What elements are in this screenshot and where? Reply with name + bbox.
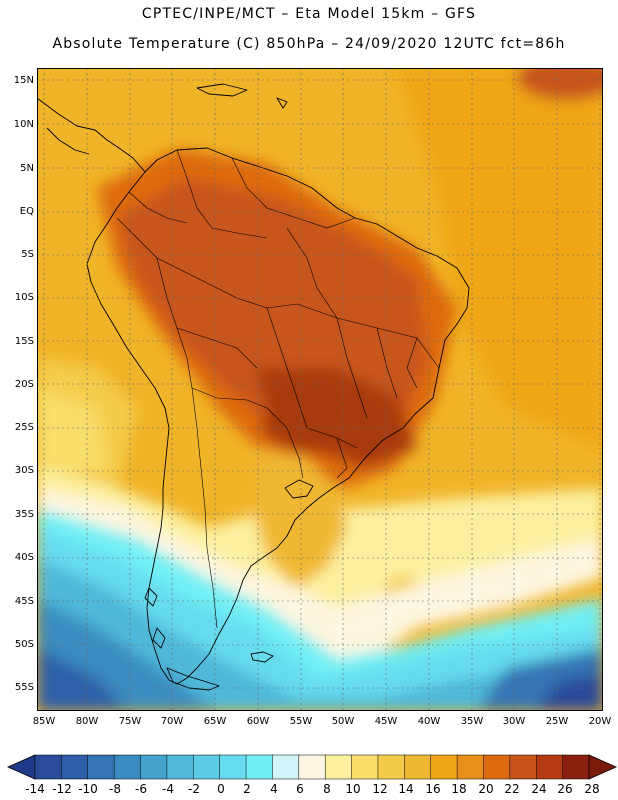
map-border bbox=[37, 68, 603, 711]
colorbar-label: -6 bbox=[135, 782, 147, 796]
colorbar-label: 14 bbox=[398, 782, 414, 796]
colorbar-cell bbox=[430, 754, 458, 780]
lon-label-85w: 85W bbox=[32, 716, 56, 727]
colorbar-cell bbox=[483, 754, 511, 780]
colorbar-cell bbox=[509, 754, 537, 780]
colorbar-label: -8 bbox=[109, 782, 121, 796]
lat-label-40s: 40S bbox=[14, 552, 34, 563]
coastlines bbox=[37, 83, 470, 691]
lon-label-40w: 40W bbox=[417, 716, 441, 727]
colorbar-label: -4 bbox=[162, 782, 174, 796]
lon-label-80w: 80W bbox=[75, 716, 99, 727]
colorbar-cell bbox=[562, 754, 590, 780]
lon-label-25w: 25W bbox=[545, 716, 569, 727]
colorbar-cell bbox=[166, 754, 194, 780]
lat-label-eq: EQ bbox=[19, 206, 34, 217]
colorbar-label: 10 bbox=[345, 782, 361, 796]
lon-label-70w: 70W bbox=[160, 716, 184, 727]
colorbar-label: -10 bbox=[78, 782, 98, 796]
colorbar-cell bbox=[456, 754, 485, 780]
colorbar-cell bbox=[298, 754, 326, 780]
lat-label-35s: 35S bbox=[14, 509, 34, 520]
lon-label-35w: 35W bbox=[460, 716, 484, 727]
colorbar-max-arrow bbox=[588, 754, 617, 780]
temperature-map bbox=[37, 68, 603, 711]
lat-label-10s: 10S bbox=[14, 292, 34, 303]
colorbar-label: -14 bbox=[25, 782, 45, 796]
colorbar-cell bbox=[34, 754, 62, 780]
lon-label-45w: 45W bbox=[374, 716, 398, 727]
lat-label-30s: 30S bbox=[14, 465, 34, 476]
lon-label-50w: 50W bbox=[331, 716, 355, 727]
colorbar-label: 6 bbox=[296, 782, 304, 796]
lat-label-25s: 25S bbox=[14, 422, 34, 433]
colorbar-label: -2 bbox=[188, 782, 200, 796]
lon-label-60w: 60W bbox=[246, 716, 270, 727]
colorbar-label: 2 bbox=[243, 782, 251, 796]
lon-label-30w: 30W bbox=[502, 716, 526, 727]
colorbar-label: 28 bbox=[584, 782, 600, 796]
lat-label-45s: 45S bbox=[14, 596, 34, 607]
map-gridlines bbox=[37, 68, 603, 711]
map-title-line2: Absolute Temperature (C) 850hPa – 24/09/… bbox=[52, 36, 566, 52]
colorbar-cell bbox=[87, 754, 115, 780]
colorbar-cell bbox=[404, 754, 432, 780]
colorbar-cell bbox=[272, 754, 300, 780]
lat-label-20s: 20S bbox=[14, 379, 34, 390]
colorbar-cell bbox=[61, 754, 89, 780]
lat-label-55s: 55S bbox=[14, 682, 34, 693]
colorbar-label: -12 bbox=[52, 782, 72, 796]
colorbar-cell bbox=[535, 754, 564, 780]
colorbar-cell bbox=[324, 754, 353, 780]
colorbar-cell bbox=[351, 754, 379, 780]
colorbar-cells bbox=[34, 754, 590, 780]
lon-label-75w: 75W bbox=[118, 716, 142, 727]
lon-label-20w: 20W bbox=[588, 716, 612, 727]
colorbar-label: 8 bbox=[323, 782, 331, 796]
colorbar-cell bbox=[140, 754, 168, 780]
lat-label-15n: 15N bbox=[13, 75, 34, 86]
colorbar-label: 18 bbox=[451, 782, 467, 796]
map-title-line1: CPTEC/INPE/MCT – Eta Model 15km – GFS bbox=[141, 6, 477, 22]
colorbar-label: 26 bbox=[557, 782, 573, 796]
colorbar-label: 16 bbox=[425, 782, 441, 796]
color-legend bbox=[7, 754, 617, 780]
colorbar-cell bbox=[245, 754, 273, 780]
lat-label-5n: 5N bbox=[20, 163, 34, 174]
lat-label-10n: 10N bbox=[13, 119, 34, 130]
colorbar-cell bbox=[377, 754, 405, 780]
colorbar-label: 0 bbox=[217, 782, 225, 796]
colorbar-cell bbox=[193, 754, 221, 780]
lat-label-5s: 5S bbox=[21, 249, 34, 260]
colorbar-cell bbox=[219, 754, 247, 780]
colorbar-min-arrow bbox=[7, 754, 36, 780]
colorbar-label: 22 bbox=[504, 782, 520, 796]
lon-label-55w: 55W bbox=[289, 716, 313, 727]
lat-label-50s: 50S bbox=[14, 639, 34, 650]
colorbar-label: 24 bbox=[531, 782, 547, 796]
colorbar-label: 4 bbox=[270, 782, 278, 796]
colorbar-label: 12 bbox=[372, 782, 388, 796]
colorbar-cell bbox=[113, 754, 142, 780]
lon-label-65w: 65W bbox=[203, 716, 227, 727]
lat-label-15s: 15S bbox=[14, 336, 34, 347]
colorbar-label: 20 bbox=[478, 782, 494, 796]
